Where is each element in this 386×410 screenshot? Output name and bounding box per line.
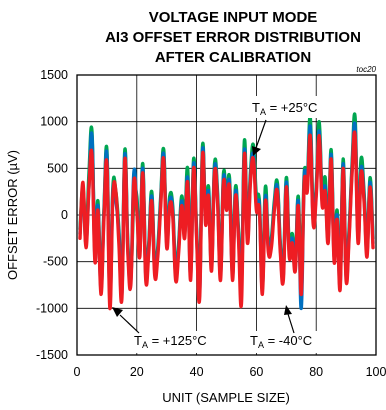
x-tick-label: 80 [309, 365, 323, 379]
series-group [78, 112, 375, 311]
x-tick-label: 0 [74, 365, 81, 379]
chart-title-line-2: AI3 OFFSET ERROR DISTRIBUTION [105, 29, 361, 46]
y-tick-label: 1500 [40, 68, 68, 82]
annotation-25c: TA = +25°C [248, 96, 330, 156]
annotation-minus40c-background [246, 331, 318, 353]
x-tick-label: 60 [249, 365, 263, 379]
annotation-25c-arrowhead [252, 146, 261, 156]
annotation-125c-arrow-line [119, 314, 140, 334]
annotation-125c-background [130, 331, 224, 353]
y-tick-label: 0 [61, 208, 68, 222]
y-tick-label: -1500 [36, 348, 68, 362]
annotation-minus40c-label: TA = -40°C [250, 333, 312, 350]
chart-title-line-1: VOLTAGE INPUT MODE [149, 9, 318, 26]
annotation-minus40c-arrowhead [284, 305, 292, 315]
annotation-125c-label: TA = +125°C [134, 333, 207, 350]
chart-tag: toc20 [356, 65, 376, 74]
chart-title-line-3: AFTER CALIBRATION [155, 49, 311, 66]
y-tick-label: 1000 [40, 115, 68, 129]
annotation-minus40c-arrow-line [287, 313, 295, 334]
annotation-25c-background [248, 96, 330, 118]
y-tick-labels: -1500 -1000 -500 0 500 1000 1500 [36, 68, 68, 362]
x-axis-label: UNIT (SAMPLE SIZE) [162, 390, 290, 405]
x-tick-labels: 0 20 40 60 80 100 [74, 365, 386, 379]
x-tick-label: 20 [130, 365, 144, 379]
y-tick-label: -1000 [36, 301, 68, 315]
annotation-125c-arrowhead [112, 307, 123, 317]
annotation-25c-label: TA = +25°C [252, 100, 317, 117]
x-tick-label: 100 [366, 365, 386, 379]
annotation-minus40c: TA = -40°C [246, 305, 318, 353]
y-tick-label: 500 [47, 161, 68, 175]
chart-title: VOLTAGE INPUT MODE AI3 OFFSET ERROR DIST… [105, 9, 361, 66]
y-tick-label: -500 [43, 255, 68, 269]
plot-frame [76, 74, 377, 356]
y-axis-label: OFFSET ERROR (µV) [5, 150, 20, 280]
annotation-125c: TA = +125°C [112, 307, 224, 353]
x-tick-label: 40 [190, 365, 204, 379]
annotation-25c-arrow-line [255, 119, 267, 149]
series-line-2 [78, 130, 375, 311]
